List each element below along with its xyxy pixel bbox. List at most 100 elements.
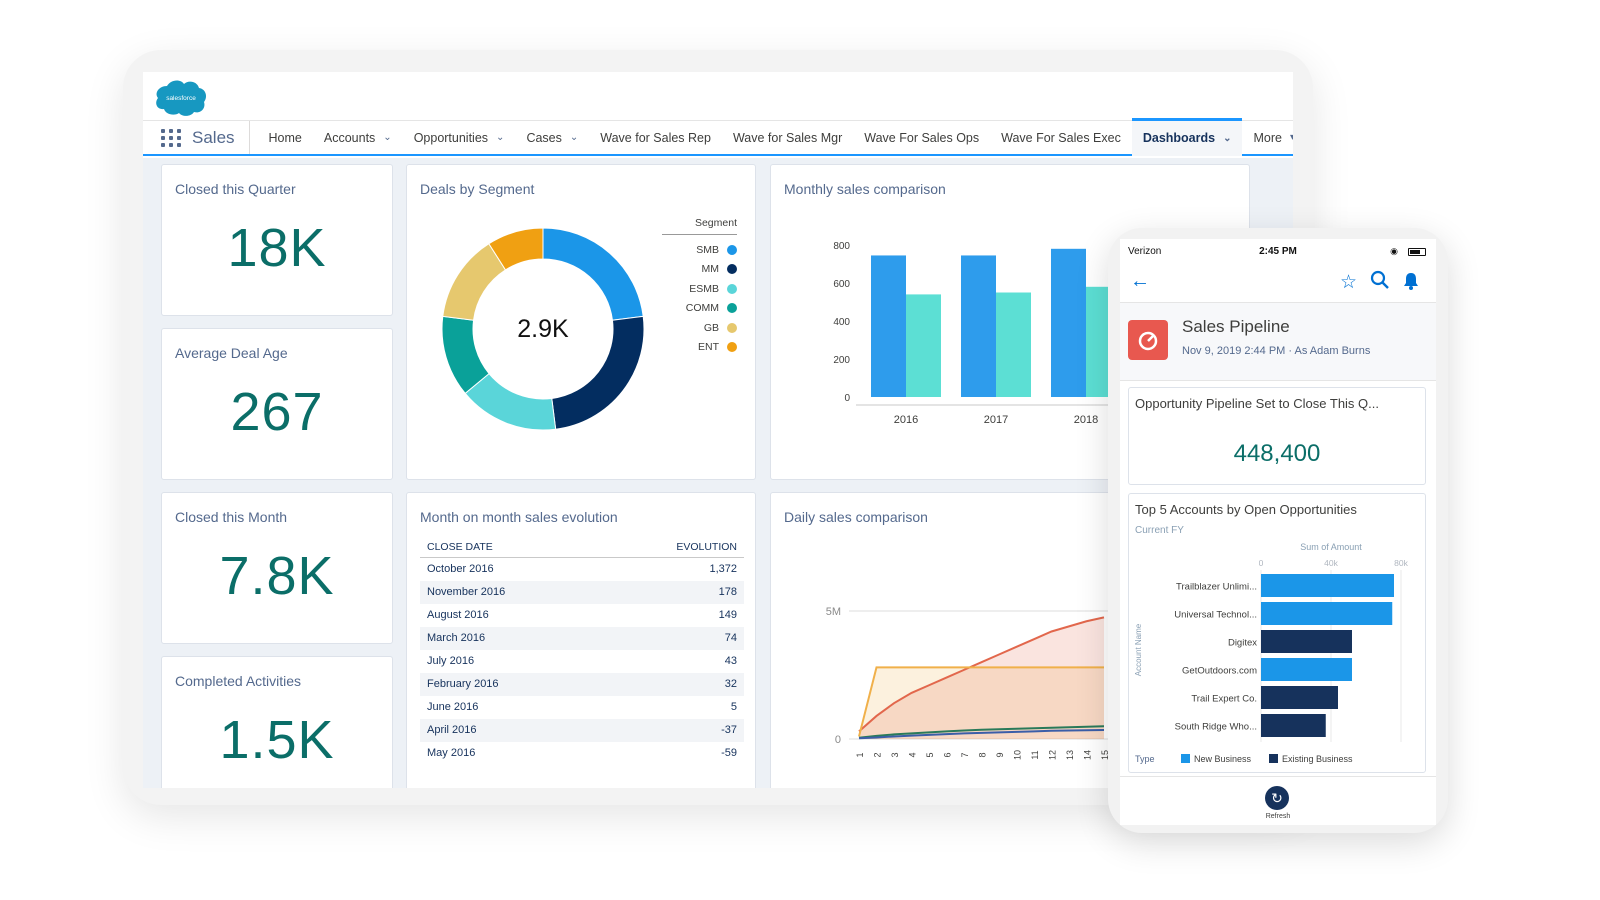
- x-tick-label: 2017: [984, 414, 1008, 426]
- legend-label: COMM: [685, 302, 719, 315]
- account-bar[interactable]: [1261, 686, 1338, 709]
- bar-2018-series-1[interactable]: [1051, 248, 1086, 397]
- account-label: Trail Expert Co.: [1191, 694, 1257, 705]
- legend-type-label: Type: [1135, 754, 1155, 764]
- refresh-button[interactable]: ↻: [1265, 786, 1289, 810]
- refresh-bar: ↻ Refresh: [1120, 776, 1436, 825]
- legend-label: Existing Business: [1282, 754, 1353, 764]
- donut-slice-smb[interactable]: [542, 227, 644, 321]
- legend-item-esmb[interactable]: ESMB: [662, 279, 737, 299]
- app-launcher-grid-icon[interactable]: [161, 128, 182, 147]
- status-time: 2:45 PM: [1259, 246, 1297, 257]
- pipeline-card[interactable]: Opportunity Pipeline Set to Close This Q…: [1128, 387, 1426, 485]
- metric-card-closed-quarter[interactable]: Closed this Quarter 18K: [161, 164, 393, 316]
- legend-item-comm[interactable]: COMM: [662, 299, 737, 319]
- logo-text: salesforce: [166, 95, 196, 102]
- segment-donut-chart: 2.9K: [441, 227, 645, 431]
- nav-tab-dashboards[interactable]: Dashboards ⌄: [1131, 117, 1243, 156]
- table-row[interactable]: March 2016 74: [420, 626, 744, 650]
- bell-icon[interactable]: [1402, 272, 1420, 290]
- legend-item-mm[interactable]: MM: [662, 260, 737, 280]
- nav-tab-opportunities[interactable]: Opportunities ⌄: [403, 121, 516, 154]
- chevron-down-icon[interactable]: ⌄: [569, 132, 579, 143]
- table-row[interactable]: June 2016 5: [420, 696, 744, 719]
- search-icon[interactable]: [1370, 270, 1390, 290]
- tab-label: Home: [268, 130, 302, 145]
- legend-item-smb[interactable]: SMB: [662, 240, 737, 260]
- x-tick-label: 6: [943, 752, 953, 757]
- series-line-3[interactable]: [858, 725, 1105, 739]
- tab-label: Accounts: [323, 130, 376, 145]
- x-tick-label: 5: [925, 752, 935, 757]
- evolution-cell: 32: [599, 672, 744, 696]
- dashboard-icon: [1128, 320, 1168, 360]
- table-row[interactable]: November 2016 178: [420, 580, 744, 604]
- top-accounts-card[interactable]: Top 5 Accounts by Open Opportunities Cur…: [1128, 493, 1426, 773]
- metric-card-closed-month[interactable]: Closed this Month 7.8K: [161, 492, 393, 644]
- month-evolution-card[interactable]: Month on month sales evolution CLOSE DAT…: [406, 492, 756, 788]
- column-header[interactable]: CLOSE DATE: [420, 537, 600, 558]
- legend-item-ent[interactable]: ENT: [662, 338, 737, 358]
- table-row[interactable]: October 2016 1,372: [420, 558, 744, 581]
- legend-swatch: [727, 244, 737, 255]
- close-date-cell: February 2016: [420, 672, 600, 696]
- nav-tab-wave-for-sales-exec[interactable]: Wave For Sales Exec: [990, 121, 1132, 154]
- series-line-2[interactable]: [858, 666, 1104, 737]
- evolution-cell: 178: [599, 580, 744, 604]
- nav-tab-accounts[interactable]: Accounts ⌄: [313, 121, 403, 154]
- x-tick-label: 40k: [1324, 558, 1338, 568]
- bar-2017-series-1[interactable]: [961, 255, 996, 397]
- donut-slice-ent[interactable]: [488, 227, 544, 271]
- deals-by-segment-card[interactable]: Deals by Segment 2.9K Segment SMB MM ESMB C…: [406, 164, 756, 480]
- account-bar[interactable]: [1261, 630, 1352, 653]
- account-bar[interactable]: [1261, 574, 1394, 597]
- legend-item-gb[interactable]: GB: [662, 318, 737, 338]
- x-tick-label: 3: [890, 752, 900, 757]
- x-tick-label: 12: [1048, 750, 1058, 760]
- tablet-screen: salesforce Sales Home Accounts ⌄ Opportunit…: [143, 72, 1293, 788]
- card-title: Completed Activities: [175, 673, 302, 689]
- chevron-down-icon[interactable]: ⌄: [1223, 132, 1232, 144]
- nav-tab-more[interactable]: More ▾: [1242, 121, 1293, 154]
- chevron-down-icon[interactable]: ⌄: [383, 132, 392, 143]
- bar-2017-series-2[interactable]: [996, 292, 1031, 398]
- back-arrow-icon[interactable]: ←: [1130, 270, 1150, 292]
- star-icon[interactable]: ☆: [1340, 272, 1358, 293]
- app-launcher[interactable]: Sales: [143, 121, 250, 154]
- series-line-4[interactable]: [858, 729, 1105, 740]
- legend-label: GB: [703, 321, 719, 334]
- table-row[interactable]: February 2016 32: [420, 672, 744, 696]
- tab-label: Wave for Sales Mgr: [732, 130, 843, 145]
- metric-value: 18K: [227, 218, 327, 278]
- metric-card-avg-deal-age[interactable]: Average Deal Age 267: [161, 328, 393, 480]
- nav-tab-wave-for-sales-mgr[interactable]: Wave for Sales Mgr: [722, 121, 853, 154]
- bar-2016-series-1[interactable]: [871, 255, 906, 397]
- nav-tab-wave-for-sales-ops[interactable]: Wave For Sales Ops: [853, 121, 990, 154]
- battery-icon: [1408, 248, 1426, 256]
- table-row[interactable]: May 2016 -59: [420, 742, 744, 765]
- x-tick-label: 8: [978, 752, 988, 757]
- tab-label: More: [1253, 130, 1282, 145]
- nav-tab-home[interactable]: Home: [258, 121, 313, 154]
- evolution-cell: 43: [724, 655, 737, 667]
- account-bar[interactable]: [1261, 714, 1326, 737]
- table-row[interactable]: August 2016 149: [420, 604, 744, 627]
- account-bar[interactable]: [1261, 602, 1393, 625]
- x-tick-label: 4: [908, 752, 918, 757]
- series-line-1[interactable]: [858, 616, 1105, 733]
- chevron-down-icon[interactable]: ▾: [1289, 132, 1293, 143]
- tablet-frame: salesforce Sales Home Accounts ⌄ Opportunit…: [123, 50, 1313, 805]
- table-row[interactable]: July 2016 43: [420, 650, 744, 673]
- salesforce-logo[interactable]: salesforce: [153, 77, 209, 117]
- table-row[interactable]: April 2016 -37: [420, 718, 744, 742]
- account-label: Trailblazer Unlimi...: [1176, 582, 1257, 593]
- nav-tab-wave-for-sales-rep[interactable]: Wave for Sales Rep: [589, 121, 722, 154]
- column-header[interactable]: EVOLUTION: [599, 537, 744, 558]
- nav-tab-cases[interactable]: Cases ⌄: [515, 121, 589, 154]
- legend-swatch: [727, 342, 737, 353]
- metric-card-completed-activities[interactable]: Completed Activities 1.5K: [161, 656, 393, 788]
- account-bar[interactable]: [1261, 658, 1352, 681]
- bar-2016-series-2[interactable]: [906, 294, 941, 397]
- y-tick-label: 200: [833, 355, 850, 366]
- chevron-down-icon[interactable]: ⌄: [496, 132, 505, 143]
